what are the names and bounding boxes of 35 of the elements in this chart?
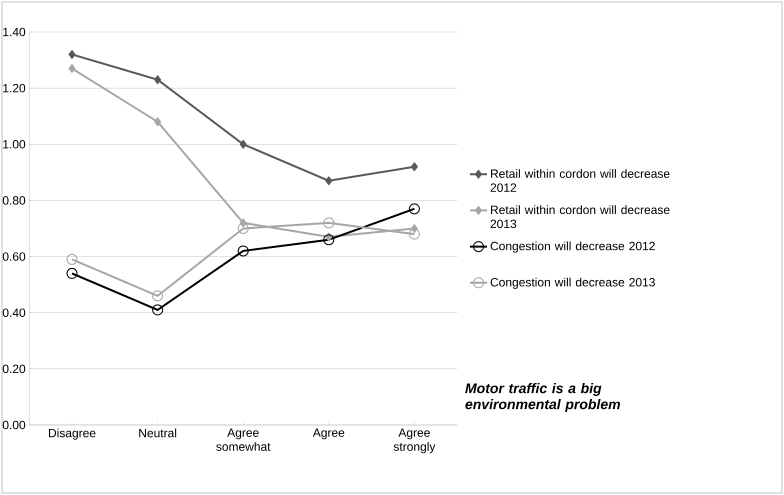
point (154, 117, 162, 126)
point (323, 234, 334, 246)
legend-label: Congestion will decrease 2013 (490, 278, 655, 289)
point (68, 64, 76, 73)
point (240, 140, 247, 149)
y-tick-label: 0.00 (2, 420, 26, 430)
point (66, 254, 78, 265)
point (68, 50, 76, 59)
y-tick-label: 0.20 (2, 364, 26, 374)
x-tick-label: Neutral (139, 428, 176, 438)
legend-label: Congestion will decrease 2012 (490, 241, 655, 253)
y-tick-label: 1.20 (3, 84, 26, 92)
point (408, 228, 420, 240)
x-tick-label: Agree somewhat (216, 428, 270, 451)
point (325, 176, 332, 186)
y-tick-label: 1.00 (3, 140, 26, 149)
x-tick-label: Agree strongly (394, 428, 436, 454)
point (323, 217, 334, 228)
y-tick-label: 0.80 (2, 196, 26, 205)
legend-label: Retail within cordon will decrease 2013 (490, 205, 670, 228)
text: Motor traffic is a big environmental problem (465, 382, 620, 412)
point (408, 203, 420, 214)
point (410, 162, 418, 172)
point (66, 268, 78, 279)
point (154, 75, 162, 84)
y-tick-label: 0.60 (2, 252, 26, 261)
y-tick-label: 0.40 (2, 308, 26, 317)
point (238, 222, 249, 234)
point (152, 290, 164, 302)
y-tick-label: 1.40 (3, 28, 26, 36)
legend-label: Retail within cordon will decrease 2012 (490, 169, 670, 192)
point (152, 304, 164, 316)
point (238, 245, 249, 256)
x-tick-label: Agree (312, 428, 344, 440)
x-tick-label: Disagree (48, 428, 96, 440)
